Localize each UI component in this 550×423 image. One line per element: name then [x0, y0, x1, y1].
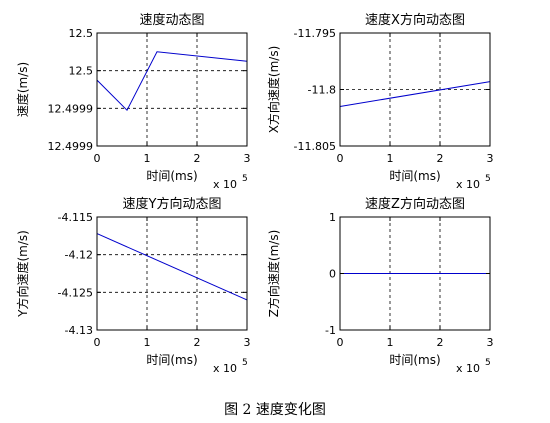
chart-title: 速度X方向动态图	[365, 12, 465, 28]
y-tick-label: -4.125	[58, 286, 93, 299]
x-axis-exponent: 5	[242, 174, 248, 184]
series-line	[96, 233, 248, 301]
y-tick-label: 1	[329, 211, 336, 224]
x-axis-multiplier: x 10	[456, 178, 480, 191]
x-tick-label: 3	[487, 152, 494, 165]
x-tick-label: 3	[244, 152, 251, 165]
x-tick-label: 1	[144, 152, 151, 165]
series-line	[339, 81, 491, 107]
x-tick-label: 0	[94, 336, 101, 349]
x-axis-label: 时间(ms)	[146, 169, 197, 183]
y-tick-label: 12.5	[69, 65, 94, 78]
axes-frame	[96, 216, 248, 331]
x-tick-label: 3	[487, 336, 494, 349]
y-tick-label: 0	[329, 268, 336, 281]
x-axis-multiplier: x 10	[213, 178, 237, 191]
y-tick-label: -11.805	[294, 140, 336, 153]
x-axis-label: 时间(ms)	[389, 169, 440, 183]
x-axis-exponent: 5	[485, 358, 491, 368]
y-axis-label: Z方向速度(m/s)	[266, 230, 281, 318]
y-tick-label: 12.4999	[48, 140, 94, 153]
x-tick-label: 0	[337, 152, 344, 165]
y-tick-label: -1	[325, 324, 336, 337]
x-axis-exponent: 5	[242, 358, 248, 368]
y-tick-label: -4.115	[58, 211, 93, 224]
x-axis-multiplier: x 10	[213, 362, 237, 375]
y-axis-label: 速度(m/s)	[15, 62, 30, 117]
x-axis-label: 时间(ms)	[389, 353, 440, 367]
y-tick-label: -4.12	[65, 249, 93, 262]
y-tick-label: 12.5	[69, 27, 94, 40]
x-axis-label: 时间(ms)	[146, 353, 197, 367]
x-axis-multiplier: x 10	[456, 362, 480, 375]
figure-caption: 图 2 速度变化图	[224, 402, 326, 418]
x-tick-label: 0	[94, 152, 101, 165]
axes-frame	[96, 32, 248, 147]
x-tick-label: 1	[387, 336, 394, 349]
series-line	[96, 51, 248, 112]
x-axis-exponent: 5	[485, 174, 491, 184]
x-tick-label: 1	[387, 152, 394, 165]
chart-title: 速度Z方向动态图	[365, 196, 465, 212]
x-tick-label: 0	[337, 336, 344, 349]
x-tick-label: 2	[437, 152, 444, 165]
y-tick-label: -11.795	[294, 27, 336, 40]
x-tick-label: 2	[194, 152, 201, 165]
y-tick-label: -4.13	[65, 324, 93, 337]
x-tick-label: 2	[437, 336, 444, 349]
chart-title: 速度Y方向动态图	[123, 196, 222, 212]
chart-title: 速度动态图	[139, 12, 204, 28]
x-tick-label: 2	[194, 336, 201, 349]
y-axis-label: Y方向速度(m/s)	[15, 230, 30, 318]
x-tick-label: 1	[144, 336, 151, 349]
y-axis-label: X方向速度(m/s)	[266, 46, 281, 134]
y-tick-label: 12.4999	[48, 102, 94, 115]
x-tick-label: 3	[244, 336, 251, 349]
y-tick-label: -11.8	[308, 84, 336, 97]
